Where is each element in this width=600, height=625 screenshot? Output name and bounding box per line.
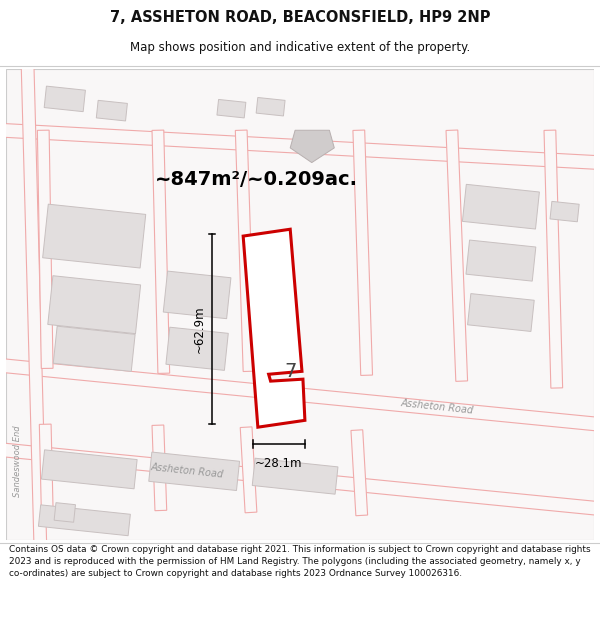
- Text: 7, ASSHETON ROAD, BEACONSFIELD, HP9 2NP: 7, ASSHETON ROAD, BEACONSFIELD, HP9 2NP: [110, 10, 490, 25]
- Text: Assheton Road: Assheton Road: [151, 462, 224, 480]
- Polygon shape: [1, 359, 599, 431]
- Polygon shape: [217, 99, 246, 118]
- Text: ~28.1m: ~28.1m: [255, 457, 302, 469]
- Polygon shape: [54, 503, 76, 522]
- Polygon shape: [353, 130, 373, 376]
- Text: Map shows position and indicative extent of the property.: Map shows position and indicative extent…: [130, 41, 470, 54]
- Polygon shape: [37, 130, 53, 369]
- Polygon shape: [163, 271, 231, 319]
- Polygon shape: [1, 123, 599, 169]
- Polygon shape: [152, 425, 167, 511]
- Text: ~62.9m: ~62.9m: [193, 306, 206, 353]
- Polygon shape: [256, 98, 285, 116]
- Polygon shape: [1, 443, 599, 516]
- Polygon shape: [243, 229, 305, 428]
- Text: Sandeswood End: Sandeswood End: [13, 426, 22, 498]
- Polygon shape: [290, 130, 334, 162]
- Text: ~847m²/~0.209ac.: ~847m²/~0.209ac.: [154, 170, 358, 189]
- Polygon shape: [38, 505, 130, 536]
- Polygon shape: [41, 450, 137, 489]
- Polygon shape: [351, 430, 368, 516]
- Text: Assheton Road: Assheton Road: [400, 398, 474, 416]
- Polygon shape: [96, 101, 127, 121]
- Polygon shape: [21, 64, 47, 545]
- Polygon shape: [43, 204, 146, 268]
- Polygon shape: [166, 328, 228, 371]
- Polygon shape: [466, 240, 536, 281]
- Polygon shape: [152, 130, 170, 373]
- Polygon shape: [235, 130, 255, 371]
- Polygon shape: [48, 276, 140, 334]
- Polygon shape: [149, 452, 239, 491]
- Polygon shape: [467, 294, 534, 331]
- Polygon shape: [53, 326, 135, 371]
- Polygon shape: [550, 201, 579, 222]
- Polygon shape: [544, 130, 563, 388]
- Polygon shape: [44, 86, 85, 112]
- Text: Contains OS data © Crown copyright and database right 2021. This information is : Contains OS data © Crown copyright and d…: [9, 545, 590, 578]
- Polygon shape: [240, 427, 257, 512]
- Polygon shape: [252, 458, 338, 494]
- Polygon shape: [463, 184, 539, 229]
- Polygon shape: [446, 130, 467, 381]
- Polygon shape: [40, 424, 53, 509]
- Text: 7: 7: [284, 362, 296, 381]
